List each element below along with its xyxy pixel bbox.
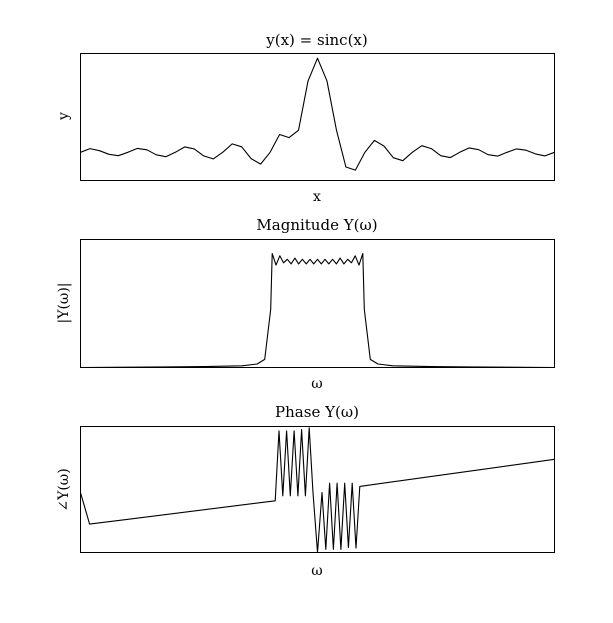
phase-x-axis-label: ω: [311, 563, 322, 579]
sinc-chart-title: y(x) = sinc(x): [265, 31, 367, 49]
sinc-panel: y(x) = sinc(x) x y: [56, 31, 555, 205]
magnitude-chart-title: Magnitude Y(ω): [256, 216, 377, 234]
sinc-x-axis-label: x: [313, 189, 321, 205]
magnitude-panel: Magnitude Y(ω) ω |Y(ω)|: [56, 216, 555, 392]
sinc-plot-frame: [80, 53, 555, 181]
magnitude-x-axis-label: ω: [311, 376, 322, 392]
sinc-series-line: [80, 57, 555, 171]
magnitude-y-axis-label: |Y(ω)|: [56, 282, 72, 323]
phase-panel: Phase Y(ω) ω ∠Y(ω): [56, 403, 555, 579]
sinc-y-axis-label: y: [56, 112, 72, 121]
phase-y-axis-label: ∠Y(ω): [56, 468, 72, 511]
phase-plot-frame: [80, 426, 555, 553]
magnitude-series-line: [80, 252, 555, 369]
phase-series-line: [79, 427, 555, 554]
phase-chart-title: Phase Y(ω): [275, 403, 359, 421]
magnitude-plot-frame: [80, 239, 555, 368]
